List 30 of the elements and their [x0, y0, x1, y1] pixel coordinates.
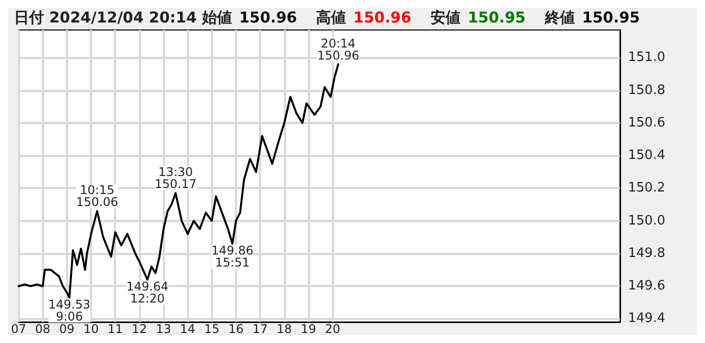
annotation: 149.53 9:06	[48, 298, 90, 324]
x-tick-label: 16	[228, 322, 244, 336]
x-tick-label: 07	[10, 322, 26, 336]
x-tick-label: 18	[276, 322, 292, 336]
x-tick-label: 12	[132, 322, 148, 336]
x-tick-label: 11	[108, 322, 123, 336]
y-tick-label: 149.6	[628, 278, 666, 294]
y-tick-label: 149.8	[628, 246, 666, 261]
y-tick-label: 151.0	[628, 50, 666, 66]
annotation: 20:14 150.96	[317, 36, 360, 62]
x-tick-label: 14	[180, 322, 196, 336]
y-tick-label: 150.4	[628, 148, 666, 164]
annotation: 13:30 150.17	[154, 165, 197, 192]
x-tick-label: 09	[59, 322, 75, 336]
x-tick-label: 20	[324, 322, 340, 336]
x-tick-label: 17	[252, 322, 268, 336]
annotation: 149.86 15:51	[211, 244, 254, 270]
x-tick-label: 13	[156, 322, 172, 336]
chart-title: 日付 2024/12/04 20:14 始値 150.96 高値 150.96 安値 150.95 終値 150.95	[14, 8, 640, 26]
y-tick-label: 150.6	[628, 115, 666, 130]
x-tick-label: 08	[35, 322, 50, 336]
annotation: 149.64 12:20	[126, 280, 168, 306]
x-tick-label: 10	[83, 322, 99, 336]
y-tick-label: 150.0	[628, 213, 666, 228]
annotation: 10:15 150.06	[76, 183, 118, 210]
y-tick-label: 150.8	[628, 82, 666, 98]
y-tick-label: 149.4	[628, 311, 666, 326]
y-tick-label: 150.2	[628, 180, 666, 196]
x-tick-label: 19	[300, 322, 316, 336]
x-tick-label: 15	[204, 322, 220, 336]
